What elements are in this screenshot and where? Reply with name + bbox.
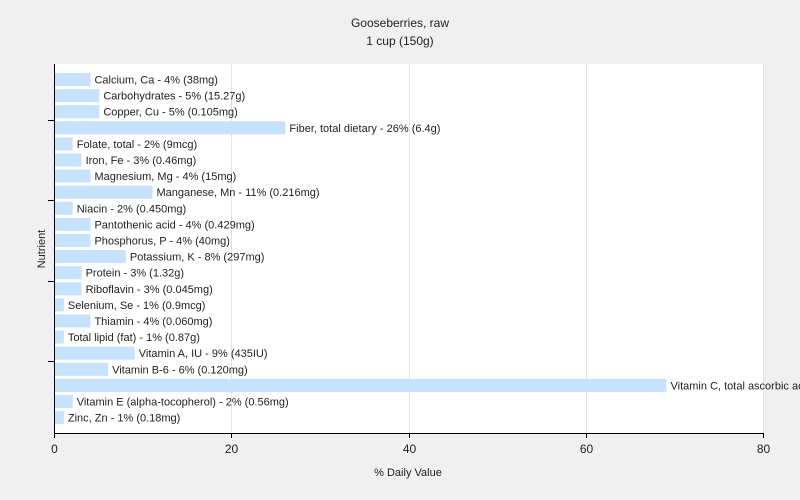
bars-group: Calcium, Ca - 4% (38mg) Carbohydrates - 5…: [55, 73, 800, 425]
bar: [55, 411, 64, 425]
plot-area: [54, 64, 763, 433]
bar: [55, 105, 100, 119]
bar: [55, 298, 64, 312]
bar: [55, 121, 286, 135]
bar: [55, 217, 91, 231]
bar: [55, 250, 126, 264]
x-axis-label: % Daily Value: [374, 467, 442, 479]
bar-label: Potassium, K - 8% (297mg): [130, 252, 265, 264]
y-axis-label: Nutrient: [36, 230, 48, 269]
bar: [55, 234, 91, 247]
bar-label: Carbohydrates - 5% (15.27g): [103, 91, 245, 103]
x-tick-label: 40: [403, 442, 417, 456]
bar-label: Protein - 3% (1.32g): [86, 268, 184, 280]
bar: [55, 169, 91, 183]
bar-label: Vitamin A, IU - 9% (435IU): [139, 348, 268, 360]
x-tick-label: 60: [580, 442, 594, 456]
bar-label: Thiamin - 4% (0.060mg): [94, 316, 212, 328]
bar-label: Manganese, Mn - 11% (0.216mg): [156, 187, 319, 199]
bar-label: Vitamin E (alpha-tocopherol) - 2% (0.56m…: [77, 397, 289, 409]
x-tick-label: 20: [225, 442, 239, 456]
bar: [55, 395, 73, 408]
bar: [55, 266, 82, 280]
x-tick-label: 80: [757, 442, 771, 456]
grid-lines: [54, 64, 764, 433]
axes-group: 0 20 40 60 80: [48, 64, 770, 456]
bar: [55, 201, 73, 215]
bar: [55, 362, 109, 376]
bar-label: Selenium, Se - 1% (0.9mcg): [68, 300, 206, 312]
bar-label: Calcium, Ca - 4% (38mg): [94, 75, 217, 87]
bar: [55, 153, 82, 167]
bar-label: Niacin - 2% (0.450mg): [77, 203, 186, 215]
bar: [55, 89, 100, 103]
bar-label: Zinc, Zn - 1% (0.18mg): [68, 413, 180, 425]
bar-label: Total lipid (fat) - 1% (0.87g): [68, 332, 200, 344]
bar: [55, 314, 91, 328]
bar-label: Vitamin B-6 - 6% (0.120mg): [112, 364, 248, 376]
bar-label: Vitamin C, total ascorbic acid - 69% (41…: [671, 380, 800, 392]
bar: [55, 282, 82, 296]
bar-label: Magnesium, Mg - 4% (15mg): [94, 171, 236, 183]
bar: [55, 185, 153, 199]
x-tick-label: 0: [51, 442, 58, 456]
bar: [55, 137, 73, 151]
bar: [55, 378, 667, 392]
bar-label: Pantothenic acid - 4% (0.429mg): [94, 219, 254, 231]
bar: [55, 73, 91, 86]
chart-title: Gooseberries, raw: [351, 16, 449, 30]
bar-label: Iron, Fe - 3% (0.46mg): [86, 155, 197, 167]
bar-label: Copper, Cu - 5% (0.105mg): [103, 107, 238, 119]
bar: [55, 346, 135, 360]
bar-label: Riboflavin - 3% (0.045mg): [86, 284, 213, 296]
chart-subtitle: 1 cup (150g): [366, 34, 433, 48]
bar-label: Folate, total - 2% (9mcg): [77, 139, 197, 151]
bar-label: Fiber, total dietary - 26% (6.4g): [289, 123, 440, 135]
bar-label: Phosphorus, P - 4% (40mg): [94, 236, 230, 248]
bar: [55, 330, 64, 344]
